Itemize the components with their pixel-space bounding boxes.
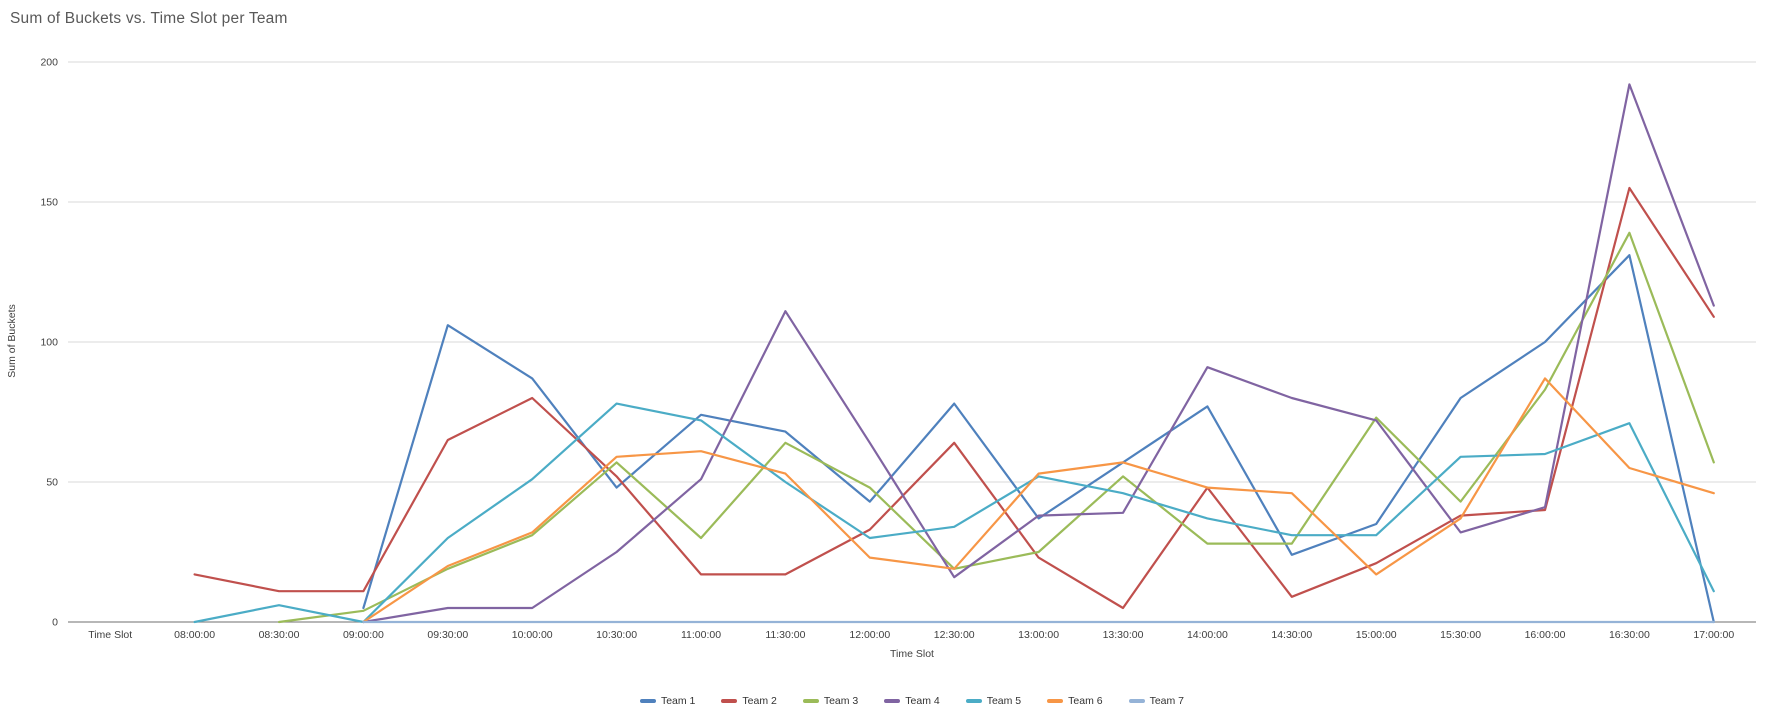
x-tick-label-17: 16:00:00 <box>1525 629 1566 641</box>
y-tick-label-0: 0 <box>52 617 58 629</box>
x-axis-title: Time Slot <box>890 648 934 660</box>
x-tick-label-13: 14:00:00 <box>1187 629 1228 641</box>
legend-label: Team 5 <box>986 695 1022 707</box>
legend-item-team-1[interactable]: Team 1 <box>639 695 696 707</box>
y-tick-label-50: 50 <box>46 477 58 489</box>
series-line-team-5 <box>193 402 1715 624</box>
x-tick-label-12: 13:30:00 <box>1103 629 1144 641</box>
legend-swatch-icon <box>884 699 901 703</box>
legend-label: Team 1 <box>660 695 696 707</box>
legend-swatch-icon <box>1047 699 1064 703</box>
legend-label: Team 4 <box>905 695 940 707</box>
legend-label: Team 6 <box>1068 695 1103 707</box>
chart-legend: Team 1 Team 2 Team 3 Team 4 Team 5 Team 6 Team… <box>68 695 1756 707</box>
legend-item-team-5[interactable]: Team 5 <box>965 695 1022 707</box>
x-tick-label-7: 11:00:00 <box>681 629 721 641</box>
legend-swatch-icon <box>1128 699 1145 703</box>
series-line-team-6 <box>362 377 1715 624</box>
legend-swatch-icon <box>721 699 738 703</box>
series-line-team-2 <box>193 186 1715 610</box>
series-line-team-4 <box>362 83 1715 624</box>
series-line-team-3 <box>277 231 1715 624</box>
x-tick-label-19: 17:00:00 <box>1693 629 1734 641</box>
x-tick-label-14: 14:30:00 <box>1271 629 1312 641</box>
legend-item-team-2[interactable]: Team 2 <box>721 695 777 707</box>
legend-item-team-3[interactable]: Team 3 <box>802 695 859 707</box>
legend-item-team-7[interactable]: Team 7 <box>1128 695 1185 707</box>
legend-item-team-4[interactable]: Team 4 <box>884 695 940 707</box>
legend-item-team-6[interactable]: Team 6 <box>1047 695 1103 707</box>
x-tick-label-6: 10:30:00 <box>596 629 637 641</box>
x-tick-label-15: 15:00:00 <box>1356 629 1397 641</box>
x-tick-label-1: 08:00:00 <box>174 629 215 641</box>
x-tick-label-11: 13:00:00 <box>1018 629 1059 641</box>
series-line-team-1 <box>362 254 1715 624</box>
x-tick-label-5: 10:00:00 <box>512 629 553 641</box>
x-tick-label-18: 16:30:00 <box>1609 629 1650 641</box>
y-tick-label-150: 150 <box>40 197 58 209</box>
legend-swatch-icon <box>639 699 656 703</box>
x-tick-label-3: 09:00:00 <box>343 629 384 641</box>
legend-label: Team 3 <box>823 695 859 707</box>
x-tick-label-8: 11:30:00 <box>765 629 805 641</box>
y-tick-label-200: 200 <box>40 57 58 69</box>
x-tick-label-2: 08:30:00 <box>259 629 300 641</box>
x-tick-label-4: 09:30:00 <box>427 629 468 641</box>
x-tick-label-10: 12:30:00 <box>934 629 975 641</box>
chart-title: Sum of Buckets vs. Time Slot per Team <box>10 10 288 27</box>
legend-swatch-icon <box>965 699 982 703</box>
legend-label: Team 2 <box>742 695 777 707</box>
x-tick-label-0: Time Slot <box>88 629 132 641</box>
x-tick-label-9: 12:00:00 <box>849 629 890 641</box>
legend-label: Team 7 <box>1149 695 1185 707</box>
legend-swatch-icon <box>802 699 819 703</box>
y-tick-label-100: 100 <box>40 337 58 349</box>
x-tick-label-16: 15:30:00 <box>1440 629 1481 641</box>
